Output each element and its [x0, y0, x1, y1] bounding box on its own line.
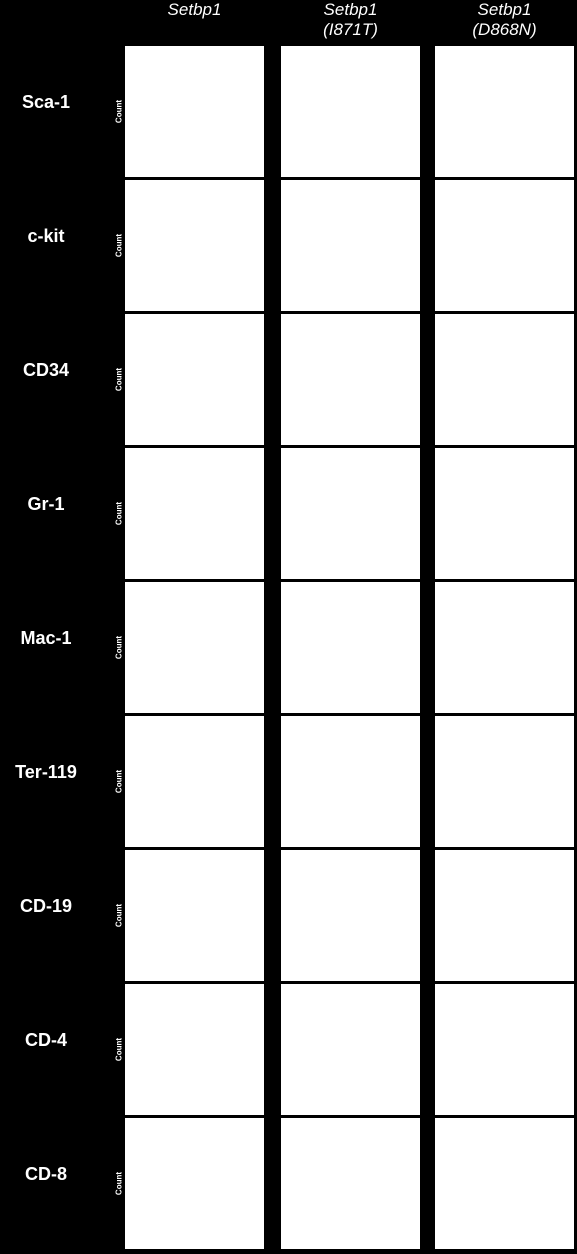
- histogram-panel: [435, 46, 574, 177]
- histogram-panel: [281, 314, 420, 445]
- histogram-panel: [281, 984, 420, 1115]
- histogram-panel: [435, 448, 574, 579]
- column-name: Setbp1: [323, 0, 378, 19]
- column-name: Setbp1: [477, 0, 532, 19]
- axis-label: Count: [114, 233, 124, 258]
- histogram-panel: [281, 716, 420, 847]
- histogram-panel: [281, 1118, 420, 1249]
- histogram-panel: [125, 850, 264, 981]
- row-label: CD34: [22, 359, 70, 380]
- row-label: CD-8: [24, 1163, 67, 1184]
- histogram-panel: [281, 850, 420, 981]
- row-label: CD-4: [24, 1029, 67, 1050]
- histogram-panel: [125, 716, 264, 847]
- row-label: Ter-119: [15, 761, 77, 782]
- axis-label: Count: [114, 903, 124, 928]
- axis-label: Count: [114, 635, 124, 660]
- axis-label: Count: [114, 1171, 124, 1196]
- axis-label: Count: [114, 501, 124, 526]
- histogram-panel: [125, 46, 264, 177]
- row-label: Sca-1: [21, 91, 71, 112]
- histogram-panel: [435, 1118, 574, 1249]
- row-label: c-kit: [27, 225, 65, 246]
- column-name: Setbp1: [167, 0, 222, 19]
- axis-label: Count: [114, 1037, 124, 1062]
- axis-label: Count: [114, 769, 124, 794]
- histogram-panel: [125, 314, 264, 445]
- column-header: Setbp1 (I871T): [276, 0, 426, 40]
- histogram-panel: [435, 716, 574, 847]
- histogram-panel: [435, 582, 574, 713]
- histogram-panel: [125, 582, 264, 713]
- row-label: CD-19: [19, 895, 72, 916]
- axis-label: Count: [114, 99, 124, 124]
- histogram-panel: [435, 180, 574, 311]
- histogram-panel: [281, 448, 420, 579]
- column-variant: (D868N): [472, 20, 537, 39]
- histogram-panel: [435, 850, 574, 981]
- histogram-panel: [125, 448, 264, 579]
- row-label: Mac-1: [20, 627, 72, 648]
- histogram-panel: [435, 984, 574, 1115]
- histogram-panel: [125, 1118, 264, 1249]
- histogram-panel: [125, 984, 264, 1115]
- histogram-panel: [435, 314, 574, 445]
- histogram-panel: [281, 582, 420, 713]
- row-label: Gr-1: [27, 493, 65, 514]
- histogram-panel: [281, 46, 420, 177]
- column-variant: (I871T): [323, 20, 378, 39]
- column-header: Setbp1 (D868N): [430, 0, 577, 40]
- histogram-panel: [125, 180, 264, 311]
- axis-label: Count: [114, 367, 124, 392]
- column-header: Setbp1: [120, 0, 270, 20]
- histogram-panel: [281, 180, 420, 311]
